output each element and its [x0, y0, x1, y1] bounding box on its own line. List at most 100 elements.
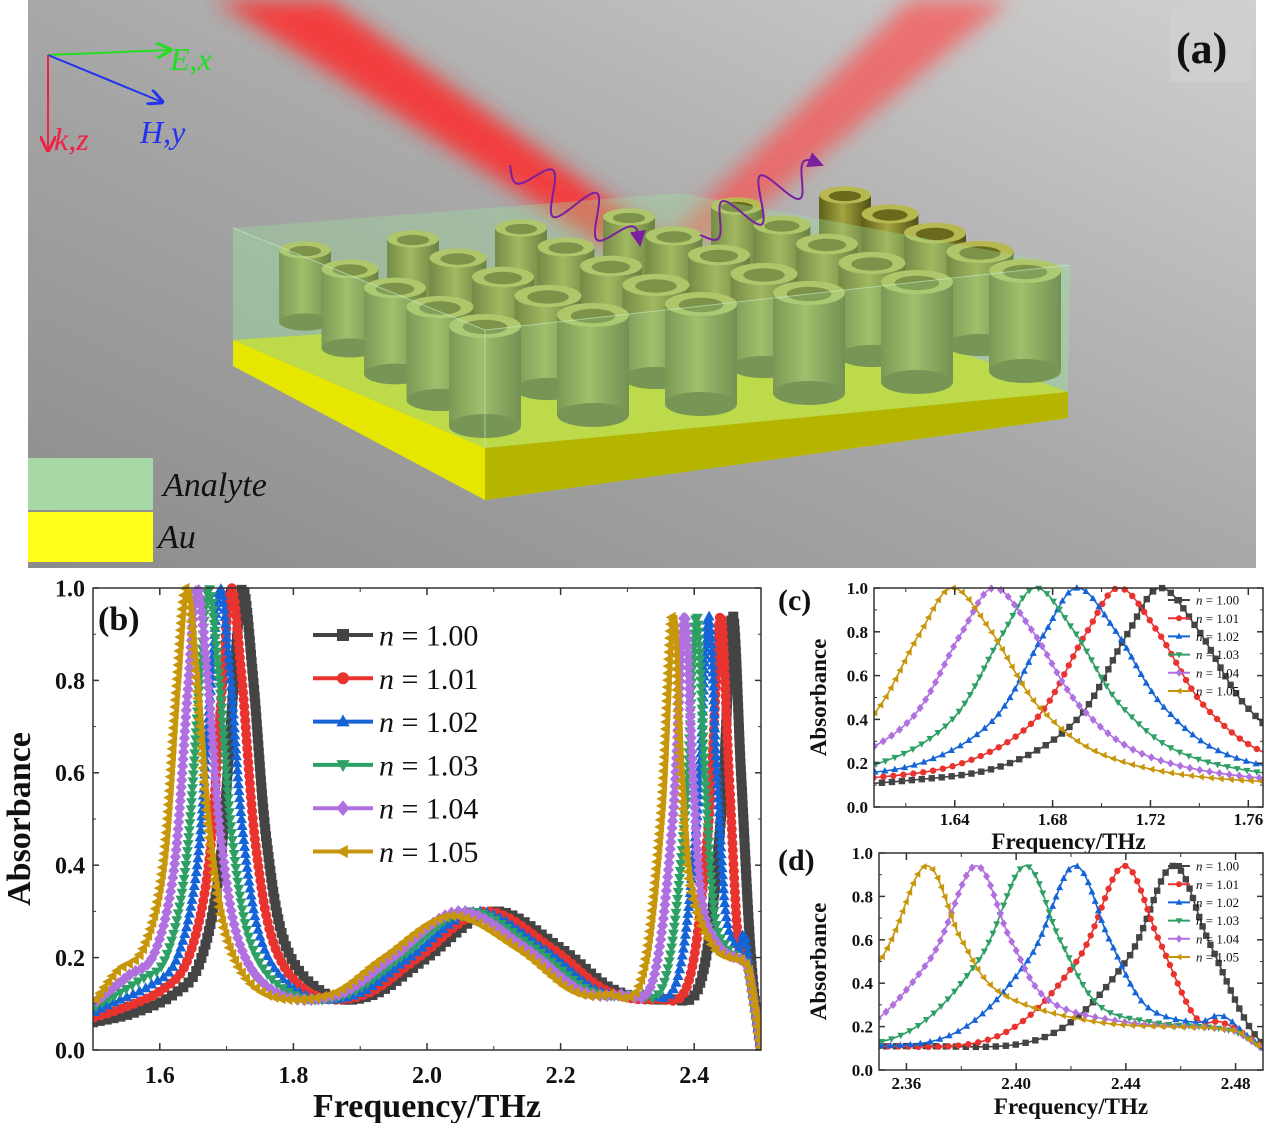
data-point — [706, 886, 718, 897]
data-point — [1074, 973, 1082, 980]
data-point — [203, 832, 214, 844]
data-point — [172, 909, 184, 920]
data-point — [660, 702, 671, 714]
data-point — [162, 799, 173, 811]
data-point — [1020, 667, 1028, 674]
data-point — [701, 802, 713, 813]
data-point — [266, 872, 277, 883]
data-point — [1178, 989, 1185, 996]
data-point — [1013, 672, 1020, 680]
data-point — [920, 622, 927, 630]
x-tick-label: 2.44 — [1111, 1074, 1141, 1093]
data-point — [1154, 934, 1161, 941]
data-point — [244, 635, 255, 646]
data-point — [678, 935, 690, 946]
data-point — [677, 803, 688, 815]
data-point — [955, 708, 963, 716]
data-point — [271, 979, 283, 990]
data-point — [876, 701, 884, 709]
data-point — [681, 914, 693, 925]
data-point — [954, 889, 962, 899]
data-point — [562, 971, 574, 982]
data-point — [740, 849, 751, 860]
data-point — [1078, 950, 1086, 957]
data-point — [1122, 971, 1130, 978]
data-point — [239, 919, 251, 930]
data-point — [903, 718, 911, 728]
data-point — [1089, 715, 1097, 724]
data-point — [741, 945, 753, 956]
data-point — [709, 722, 721, 733]
data-point — [133, 949, 144, 961]
data-point — [1031, 872, 1039, 879]
data-point — [1143, 595, 1150, 603]
data-point — [1011, 997, 1019, 1005]
data-point — [132, 977, 144, 988]
data-point — [190, 671, 201, 683]
legend-marker — [337, 672, 349, 685]
data-point — [1082, 708, 1090, 717]
x-tick-label: 2.36 — [892, 1074, 922, 1093]
data-point — [1016, 866, 1024, 873]
data-point — [239, 847, 251, 858]
data-point — [1072, 1008, 1080, 1017]
data-point — [1023, 688, 1031, 697]
data-point — [1137, 887, 1145, 894]
data-point — [668, 621, 679, 633]
data-point — [1078, 639, 1086, 647]
data-point — [1089, 618, 1097, 625]
data-point — [683, 682, 695, 696]
data-point — [993, 995, 1001, 1003]
data-point — [677, 942, 689, 953]
data-point — [744, 979, 755, 991]
data-point — [723, 924, 735, 935]
data-point — [1084, 627, 1092, 634]
data-point — [195, 734, 206, 746]
data-point — [1121, 707, 1129, 714]
x-axis-title: Frequency/THz — [991, 829, 1145, 854]
data-point — [1109, 976, 1116, 983]
data-point — [246, 963, 258, 977]
data-point — [154, 875, 165, 887]
data-point — [901, 763, 909, 771]
legend-label: n = 1.00 — [1196, 859, 1239, 874]
data-point — [710, 743, 722, 754]
data-point — [1237, 776, 1244, 784]
data-point — [700, 788, 712, 799]
data-point — [675, 782, 686, 794]
data-point — [1003, 1028, 1010, 1036]
data-point — [386, 945, 397, 957]
data-point — [557, 980, 568, 992]
data-point — [1098, 1019, 1106, 1027]
data-point — [212, 894, 223, 906]
data-point — [940, 588, 948, 596]
data-point — [535, 948, 547, 959]
data-point — [682, 661, 694, 675]
data-point — [230, 750, 242, 761]
data-point — [675, 860, 687, 871]
data-point — [708, 694, 720, 705]
data-point — [1053, 1001, 1061, 1010]
data-point — [888, 778, 896, 786]
data-point — [1109, 876, 1116, 883]
data-point — [971, 1016, 979, 1023]
data-point — [1061, 974, 1068, 981]
data-point — [1162, 1013, 1170, 1020]
data-point — [186, 629, 197, 641]
data-point — [987, 766, 995, 773]
data-point — [698, 760, 710, 771]
data-point — [978, 768, 985, 775]
data-point — [740, 939, 752, 950]
data-point — [209, 898, 220, 909]
data-point — [958, 771, 965, 779]
data-point — [1186, 763, 1194, 773]
data-point — [732, 674, 743, 685]
data-point — [684, 879, 695, 891]
data-point — [1120, 740, 1128, 749]
data-point — [1064, 589, 1072, 596]
data-point — [217, 922, 228, 934]
data-point — [1060, 874, 1068, 881]
data-point — [1146, 617, 1153, 624]
data-point — [1057, 725, 1065, 733]
data-point — [159, 841, 170, 853]
